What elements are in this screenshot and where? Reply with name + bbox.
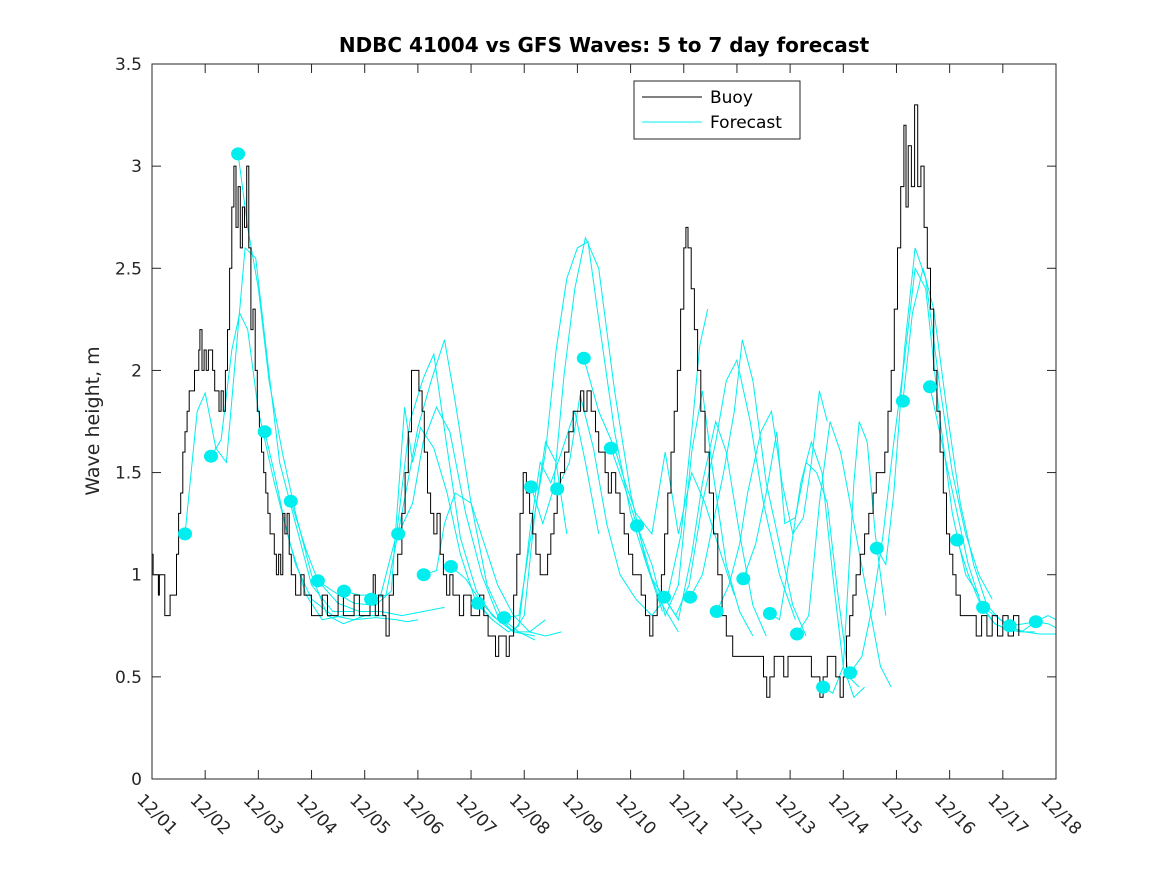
forecast-run-line xyxy=(477,409,600,633)
forecast-run-line xyxy=(822,421,887,694)
y-tick-label: 3 xyxy=(131,157,142,177)
forecast-start-dot xyxy=(736,572,751,586)
buoy-series xyxy=(152,104,1020,698)
forecast-start-dot xyxy=(257,425,272,439)
y-tick-label: 1.5 xyxy=(115,464,142,484)
forecast-run-line xyxy=(423,492,562,637)
legend-box xyxy=(633,80,801,140)
forecast-start-dot xyxy=(816,680,831,694)
forecast-run-line xyxy=(689,339,807,637)
chart-title: NDBC 41004 vs GFS Waves: 5 to 7 day fore… xyxy=(339,33,870,57)
forecast-start-dot xyxy=(550,482,565,496)
forecast-start-dot xyxy=(709,605,724,618)
legend-buoy-label: Buoy xyxy=(710,88,753,108)
forecast-start-dot xyxy=(391,527,406,541)
forecast-start-dot xyxy=(443,560,458,573)
forecast-start-dot xyxy=(869,541,884,555)
forecast-start-dot xyxy=(337,584,351,598)
forecast-run-line xyxy=(742,431,860,688)
y-tick-label: 2.5 xyxy=(115,259,142,279)
forecast-start-dot xyxy=(1002,619,1017,633)
forecast-start-dot xyxy=(790,627,804,641)
legend: Buoy Forecast xyxy=(633,80,801,140)
forecast-start-dot xyxy=(310,574,325,588)
forecast-run-line xyxy=(237,153,386,625)
forecast-start-dot xyxy=(1028,615,1043,629)
forecast-start-dot xyxy=(683,590,698,604)
y-axis: 0 0.5 1 1.5 2 2.5 3 3.5 xyxy=(115,55,1056,790)
forecast-start-dot xyxy=(843,666,858,680)
forecast-start-dot xyxy=(950,533,965,547)
y-tick-label: 1 xyxy=(131,566,142,586)
forecast-run-line xyxy=(530,235,679,633)
buoy-line xyxy=(152,104,1020,698)
forecast-start-dot xyxy=(762,607,777,620)
forecast-run-line xyxy=(397,406,546,633)
forecast-start-dot xyxy=(231,147,246,161)
forecast-start-dot xyxy=(416,568,431,582)
forecast-start-dot xyxy=(471,596,485,610)
forecast-run-line xyxy=(769,440,865,699)
forecast-run-line xyxy=(503,240,663,619)
y-tick-label: 3.5 xyxy=(115,55,142,75)
forecast-start-dot xyxy=(603,441,618,455)
forecast-start-dot xyxy=(630,519,644,533)
y-tick-label: 0.5 xyxy=(115,668,142,688)
forecast-start-dot xyxy=(364,592,379,606)
forecast-start-dot xyxy=(576,351,591,365)
forecast-start-dots xyxy=(178,147,1043,694)
forecast-start-dot xyxy=(178,527,192,541)
forecast-start-dot xyxy=(923,380,937,394)
y-axis-label: Wave height, m xyxy=(82,346,104,495)
forecast-start-dot xyxy=(524,480,539,494)
plot-frame xyxy=(151,63,1057,780)
plot-area xyxy=(152,64,1056,779)
y-tick-label: 0 xyxy=(131,770,142,790)
forecast-start-dot xyxy=(497,611,511,625)
forecast-run-line xyxy=(716,390,828,612)
forecast-start-dot xyxy=(976,600,991,614)
forecast-start-dot xyxy=(657,590,672,604)
forecast-run-line xyxy=(849,266,980,674)
forecast-start-dot xyxy=(204,449,218,463)
forecast-start-dot xyxy=(895,394,910,408)
legend-forecast-label: Forecast xyxy=(710,113,782,133)
y-tick-label: 2 xyxy=(131,361,142,381)
forecast-run-line xyxy=(956,539,1056,635)
forecast-run-line xyxy=(796,421,892,688)
forecast-start-dot xyxy=(283,494,298,508)
